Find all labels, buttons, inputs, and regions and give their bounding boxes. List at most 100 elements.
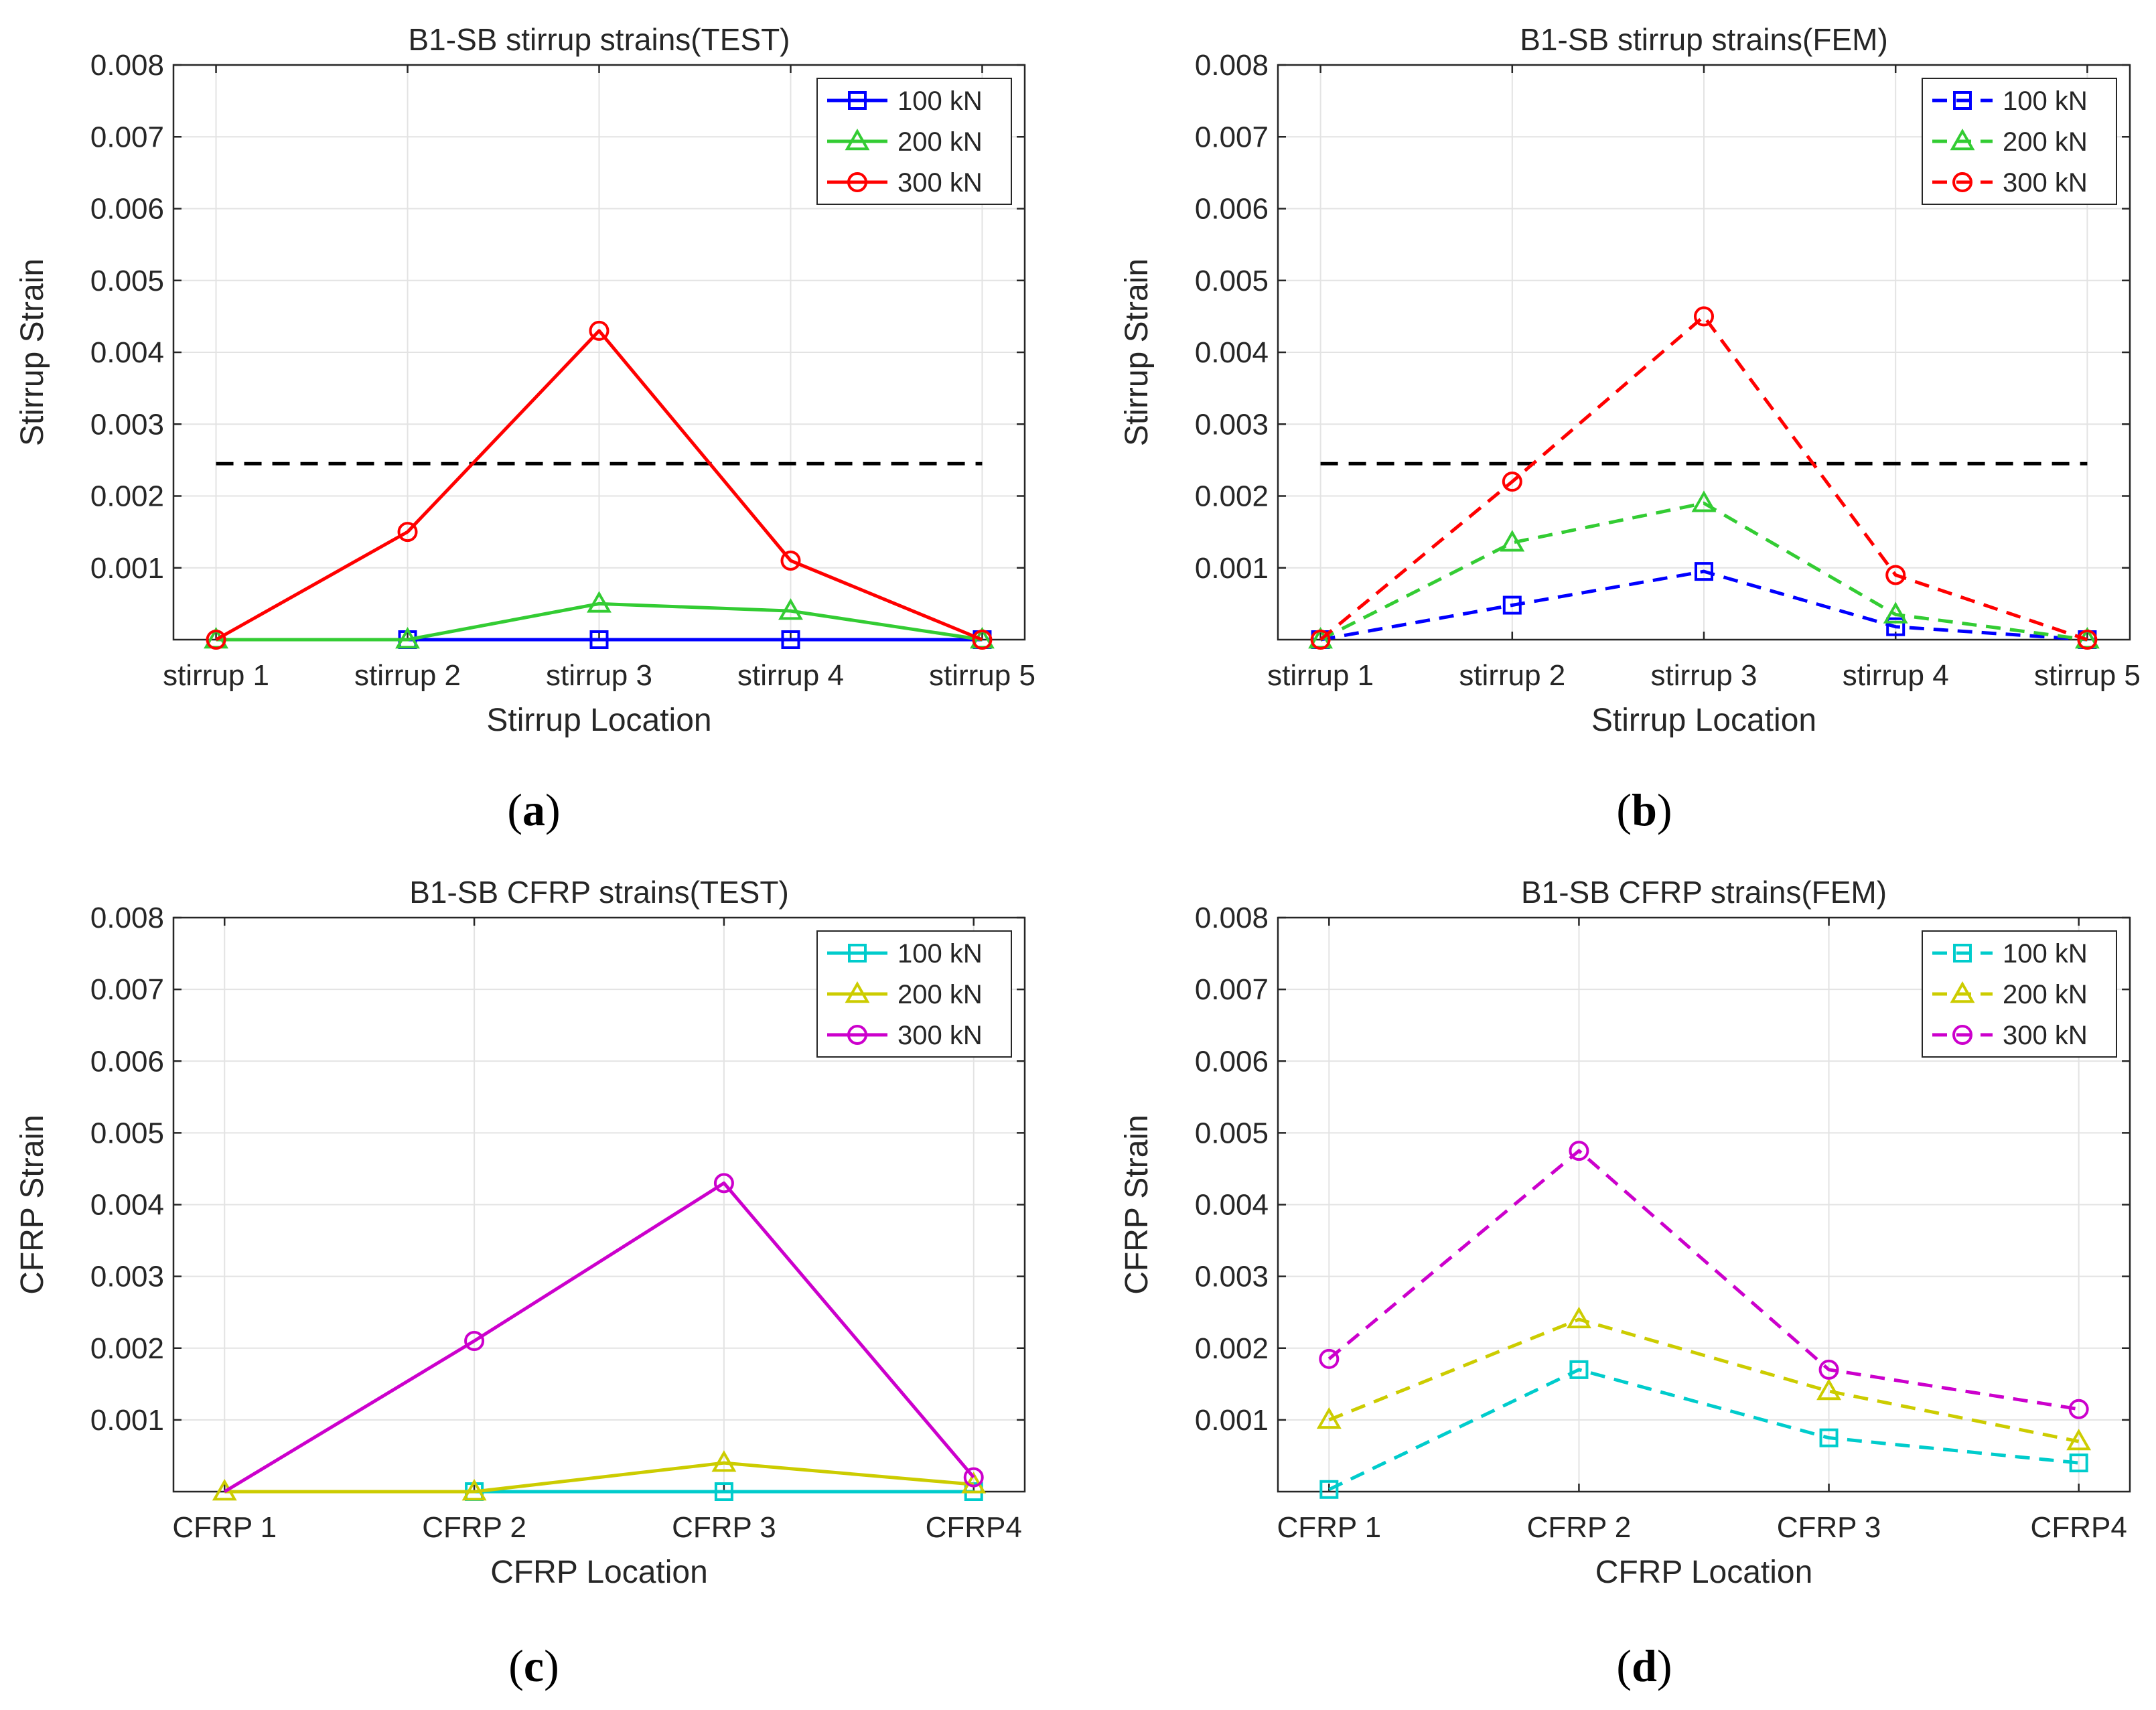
y-tick-label: 0.003 — [90, 1261, 164, 1293]
series-line — [1328, 1368, 2079, 1492]
x-axis-label: Stirrup Location — [1591, 703, 1816, 738]
data-point — [972, 630, 993, 650]
x-tick-label: stirrup 2 — [1459, 659, 1565, 692]
data-point — [2066, 1428, 2092, 1451]
series-300-kn — [1310, 306, 2098, 650]
y-tick-label: 0.007 — [1195, 973, 1269, 1006]
data-point — [2069, 1453, 2088, 1473]
data-point — [1502, 595, 1522, 615]
y-tick-label: 0.006 — [1195, 1045, 1269, 1078]
x-tick-label: stirrup 4 — [1843, 659, 1949, 692]
y-tick-label: 0.001 — [90, 552, 164, 585]
y-axis-label: CFRP Strain — [1119, 1115, 1155, 1295]
y-tick-label: 0.007 — [1195, 121, 1269, 153]
x-tick-label: CFRP4 — [2031, 1511, 2127, 1544]
series-100-kn — [398, 630, 992, 649]
chart-panel-b: B1-SB stirrup strains(FEM) stirrup 1 stirr… — [1119, 22, 2141, 835]
x-axis-label: CFRP Location — [490, 1555, 708, 1590]
x-tick-label: stirrup 2 — [354, 659, 461, 692]
data-point — [464, 1331, 485, 1352]
legend-marker — [847, 1025, 867, 1045]
x-tick-label: CFRP4 — [926, 1511, 1022, 1544]
data-point — [1502, 472, 1522, 492]
y-tick-label: 0.005 — [90, 1117, 164, 1149]
x-tick-label: CFRP 2 — [422, 1511, 526, 1544]
data-point — [1319, 1348, 1340, 1369]
subfigure-label: (d) — [1616, 1640, 1672, 1691]
legend: 100 kN 200 kN 300 kN — [816, 930, 1012, 1058]
data-point — [780, 551, 801, 571]
series-200-kn — [1316, 1306, 2092, 1451]
data-point — [1691, 490, 1717, 512]
y-tick-label: 0.005 — [1195, 265, 1269, 297]
series-line — [223, 1181, 975, 1494]
data-point — [1694, 306, 1714, 327]
y-tick-label: 0.008 — [90, 49, 164, 82]
y-tick-label: 0.007 — [90, 121, 164, 153]
legend: 100 kN 200 kN 300 kN — [816, 78, 1012, 205]
x-axis-label: CFRP Location — [1595, 1555, 1813, 1590]
y-tick-label: 0.007 — [90, 973, 164, 1006]
data-point — [1818, 1359, 1839, 1380]
data-point — [1885, 565, 1906, 585]
series-line — [1319, 501, 2088, 642]
y-tick-label: 0.002 — [90, 1332, 164, 1365]
x-tick-label: CFRP 1 — [1277, 1511, 1381, 1544]
subfigure-label: (b) — [1616, 784, 1672, 835]
legend-marker — [845, 981, 870, 1003]
data-point — [587, 591, 612, 613]
y-axis-label: CFRP Strain — [15, 1115, 50, 1295]
legend-marker — [1952, 172, 1972, 192]
y-tick-label: 0.006 — [1195, 193, 1269, 226]
x-tick-label: CFRP 1 — [172, 1511, 277, 1544]
data-point — [2077, 630, 2098, 650]
legend-label: 100 kN — [897, 86, 983, 116]
x-tick-label: stirrup 1 — [163, 659, 269, 692]
data-point — [1695, 562, 1713, 581]
legend-label: 300 kN — [897, 1021, 983, 1050]
subfigure-label: (c) — [508, 1640, 559, 1691]
chart-panel-a: B1-SB stirrup strains(TEST) stirrup 1 stir… — [15, 22, 1035, 835]
data-point — [781, 630, 800, 649]
legend-label: 300 kN — [2003, 168, 2088, 198]
y-tick-label: 0.005 — [90, 265, 164, 297]
legend-label: 300 kN — [897, 168, 983, 198]
data-point — [711, 1450, 737, 1472]
y-tick-label: 0.002 — [1195, 480, 1269, 513]
chart-panel-c: B1-SB CFRP strains(TEST) CFRP 1 CFRP 2 CFRP… — [15, 875, 1026, 1691]
y-tick-label: 0.004 — [1195, 336, 1269, 369]
series-line — [215, 329, 983, 642]
legend-marker — [845, 128, 870, 151]
data-point — [1316, 1407, 1342, 1429]
y-tick-label: 0.001 — [90, 1404, 164, 1437]
y-tick-label: 0.006 — [90, 1045, 164, 1078]
x-tick-label: stirrup 5 — [2034, 659, 2141, 692]
chart-panel-d: B1-SB CFRP strains(FEM) CFRP 1 CFRP 2 CFRP … — [1119, 875, 2131, 1691]
legend-marker — [847, 172, 867, 192]
legend: 100 kN 200 kN 300 kN — [1922, 930, 2117, 1058]
x-tick-label: stirrup 4 — [737, 659, 844, 692]
series-line — [1328, 1317, 2080, 1443]
chart-title: B1-SB CFRP strains(TEST) — [409, 875, 789, 910]
y-tick-label: 0.003 — [90, 408, 164, 441]
data-point — [1816, 1378, 1842, 1401]
y-tick-label: 0.008 — [1195, 902, 1269, 934]
series-line — [216, 601, 983, 642]
legend-label: 300 kN — [2003, 1021, 2088, 1050]
legend-label: 200 kN — [897, 127, 983, 157]
data-point — [778, 598, 803, 620]
y-axis-label: Stirrup Strain — [1119, 259, 1155, 446]
y-tick-label: 0.004 — [90, 336, 164, 369]
legend-marker — [848, 944, 867, 963]
y-tick-label: 0.005 — [1195, 1117, 1269, 1149]
series-300-kn — [223, 1173, 984, 1494]
series-line — [224, 1461, 974, 1494]
data-point — [395, 626, 420, 649]
data-point — [963, 1467, 984, 1488]
legend-label: 200 kN — [2003, 127, 2088, 157]
data-point — [589, 630, 609, 649]
data-point — [1886, 617, 1906, 636]
x-tick-label: stirrup 3 — [1651, 659, 1757, 692]
x-tick-label: CFRP 2 — [1527, 1511, 1632, 1544]
